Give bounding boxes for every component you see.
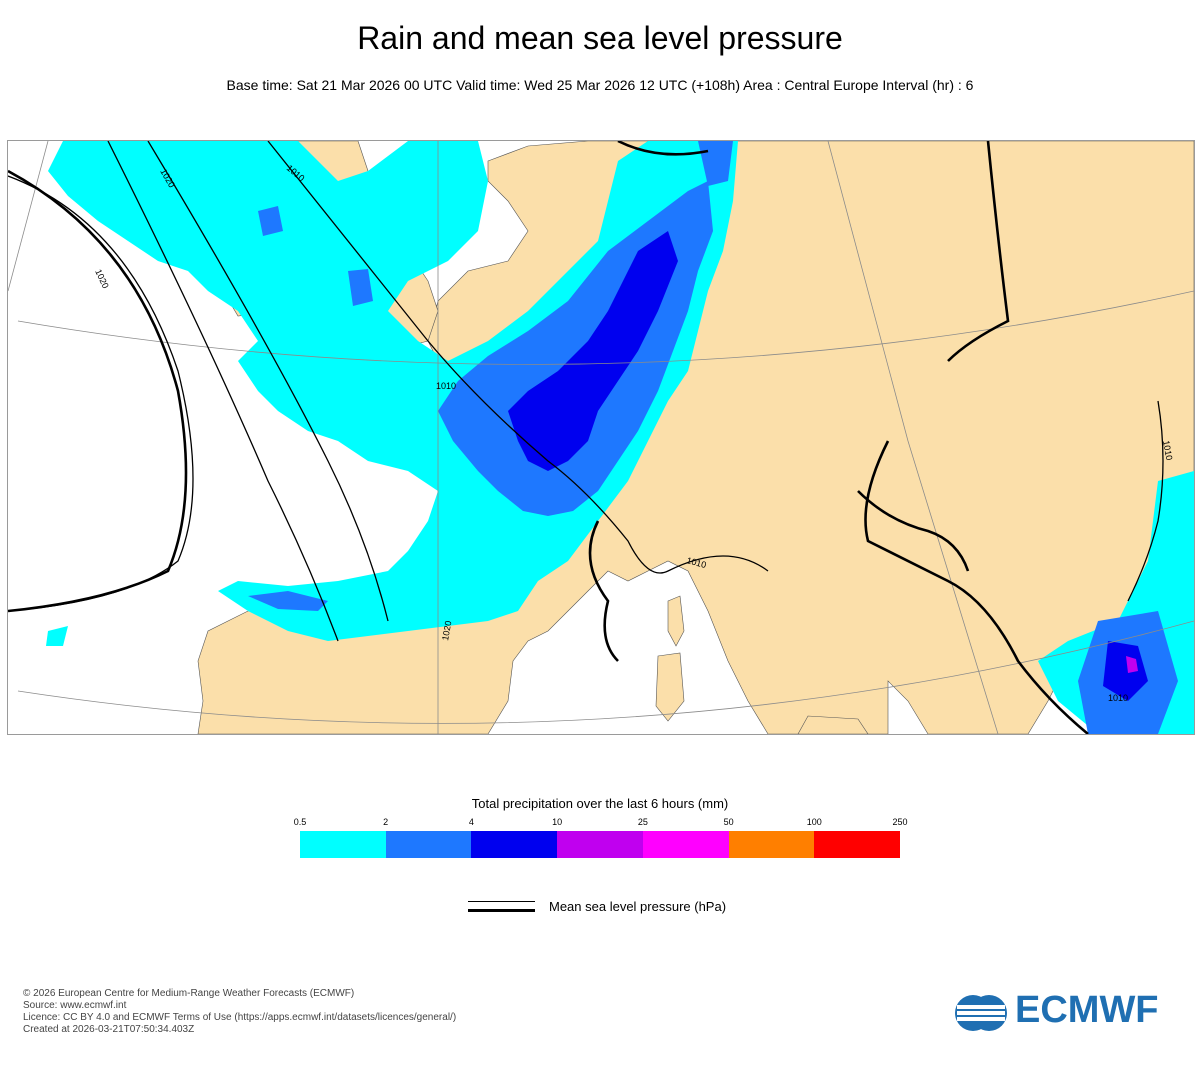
swatch-0.5-2: [300, 831, 386, 858]
tick-2: 4: [468, 817, 474, 827]
legend-title: Total precipitation over the last 6 hour…: [471, 796, 729, 811]
precipitation-colorbar: [300, 831, 901, 858]
colorbar-ticks: 0.5 2 4 10 25 50 100 250: [294, 817, 908, 829]
ecmwf-logo[interactable]: ECMWF: [953, 989, 1183, 1033]
isobar-label-3: 1020: [93, 268, 111, 290]
isobar-label-4: 1010: [436, 381, 456, 391]
swatch-100-250: [814, 831, 901, 858]
swatch-25-50: [642, 831, 729, 858]
swatch-4-10: [471, 831, 558, 858]
isobar-1015-east: [947, 141, 1010, 362]
ecmwf-logo-text: ECMWF: [1015, 989, 1159, 1031]
tick-7: 250: [892, 817, 908, 827]
isobars-bold: [8, 141, 1089, 734]
credit-created: Created at 2026-03-21T07:50:34.403Z: [23, 1024, 195, 1035]
msl-legend-label: Mean sea level pressure (hPa): [549, 899, 727, 914]
land-sicily: [797, 715, 869, 734]
precip-band-4-10: [508, 231, 1148, 701]
isobar-1015-north: [617, 141, 709, 156]
isobar-1015-central: [864, 440, 1089, 734]
tick-3: 10: [552, 817, 563, 827]
tick-1: 2: [383, 817, 389, 827]
credit-copyright: © 2026 European Centre for Medium-Range …: [23, 988, 355, 999]
land-corsica: [667, 595, 685, 647]
swatch-10-25: [557, 831, 643, 858]
tick-4: 25: [637, 817, 648, 827]
isobar-1020-atlantic: [147, 141, 389, 622]
chart-title: Rain and mean sea level pressure: [357, 20, 843, 56]
swatch-2-4: [385, 831, 472, 858]
tick-5: 50: [723, 817, 734, 827]
isobar-1015-west: [8, 169, 188, 613]
tick-0: 0.5: [293, 817, 307, 827]
land-sardinia: [655, 652, 685, 722]
credit-licence[interactable]: Licence: CC BY 4.0 and ECMWF Terms of Us…: [23, 1012, 457, 1023]
isobar-label-8: 1010: [1108, 693, 1128, 703]
ecmwf-logo-icon: [955, 995, 1007, 1031]
isobar-1015-south: [588, 520, 619, 662]
isobar-label-7: 1010: [1161, 440, 1174, 461]
weather-map[interactable]: 1020 1010 1020 1010 1010 1020 1010 1010: [7, 140, 1195, 735]
precip-band-10-25: [1126, 656, 1138, 673]
isobar-1010-north: [267, 141, 769, 574]
swatch-50-100: [728, 831, 815, 858]
chart-subtitle: Base time: Sat 21 Mar 2026 00 UTC Valid …: [226, 77, 974, 93]
isobar-1020-biscay: [107, 141, 339, 642]
msl-line-thin: [468, 901, 535, 902]
msl-line-bold: [468, 909, 535, 912]
isobar-label-6: 1020: [440, 620, 453, 641]
tick-6: 100: [806, 817, 822, 827]
isobar-1010-east: [1127, 400, 1164, 602]
credits: © 2026 European Centre for Medium-Range …: [23, 988, 456, 1036]
credit-source[interactable]: Source: www.ecmwf.int: [23, 1000, 127, 1011]
isobar-1015-balkans: [857, 490, 970, 572]
